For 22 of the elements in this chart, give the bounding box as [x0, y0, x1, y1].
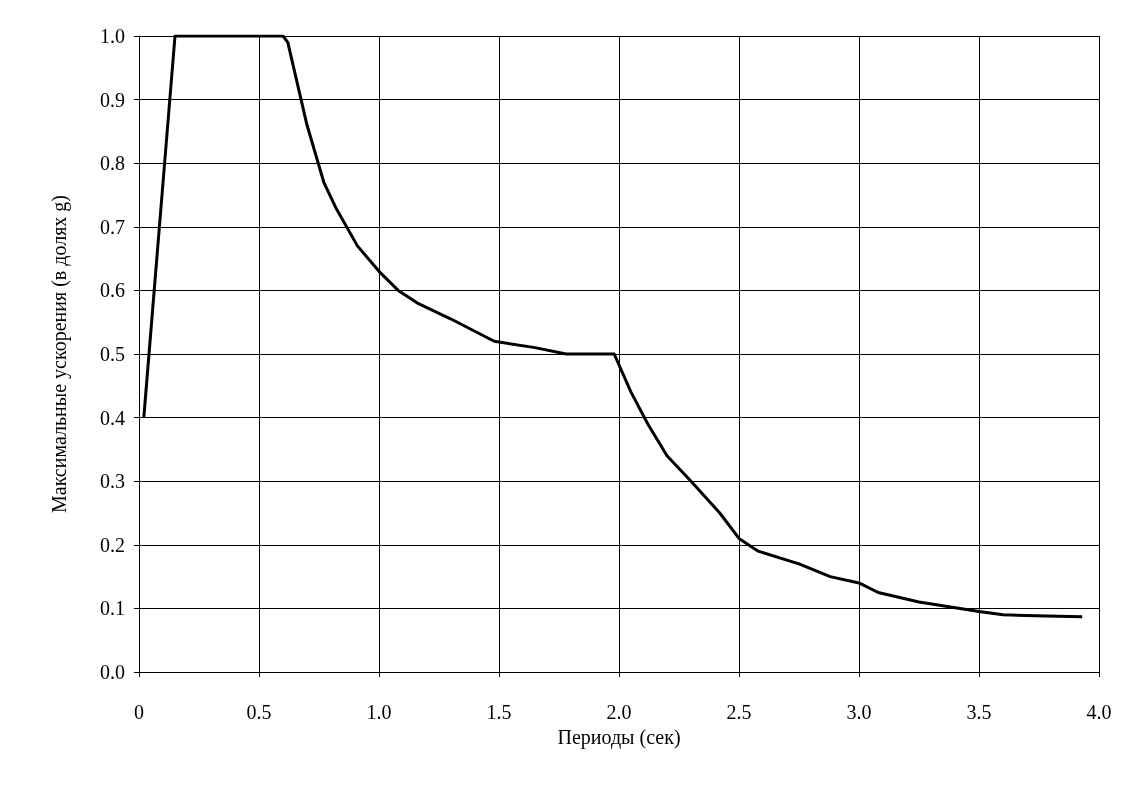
y-tick-label: 1.0: [100, 25, 125, 47]
x-tick-label: 2.0: [606, 701, 632, 723]
y-tick-label: 0.9: [100, 88, 125, 111]
y-tick-label: 0.8: [100, 152, 125, 175]
y-tick-label: 0.4: [100, 406, 125, 429]
y-tick-label: 0.5: [100, 343, 125, 365]
y-tick-label: 0.0: [100, 661, 125, 683]
x-tick-label: 0.5: [246, 701, 272, 723]
x-tick-label: 1.5: [486, 701, 512, 723]
x-tick-label: 1.0: [366, 701, 392, 723]
y-tick-label: 0.7: [100, 215, 125, 238]
y-tick-label: 0.2: [100, 533, 125, 556]
y-tick-label: 0.1: [100, 597, 125, 620]
x-axis-title: Периоды (сек): [557, 725, 681, 749]
y-tick-label: 0.6: [100, 279, 125, 302]
x-tick-label: 3.5: [966, 701, 992, 723]
x-tick-label: 2.5: [726, 701, 752, 723]
y-tick-label: 0.3: [100, 470, 125, 493]
x-tick-label: 0: [134, 701, 144, 723]
x-tick-label: 4.0: [1086, 701, 1112, 723]
y-axis-title: Максимальные ускорения (в долях g): [48, 194, 71, 514]
x-tick-label: 3.0: [846, 701, 872, 723]
